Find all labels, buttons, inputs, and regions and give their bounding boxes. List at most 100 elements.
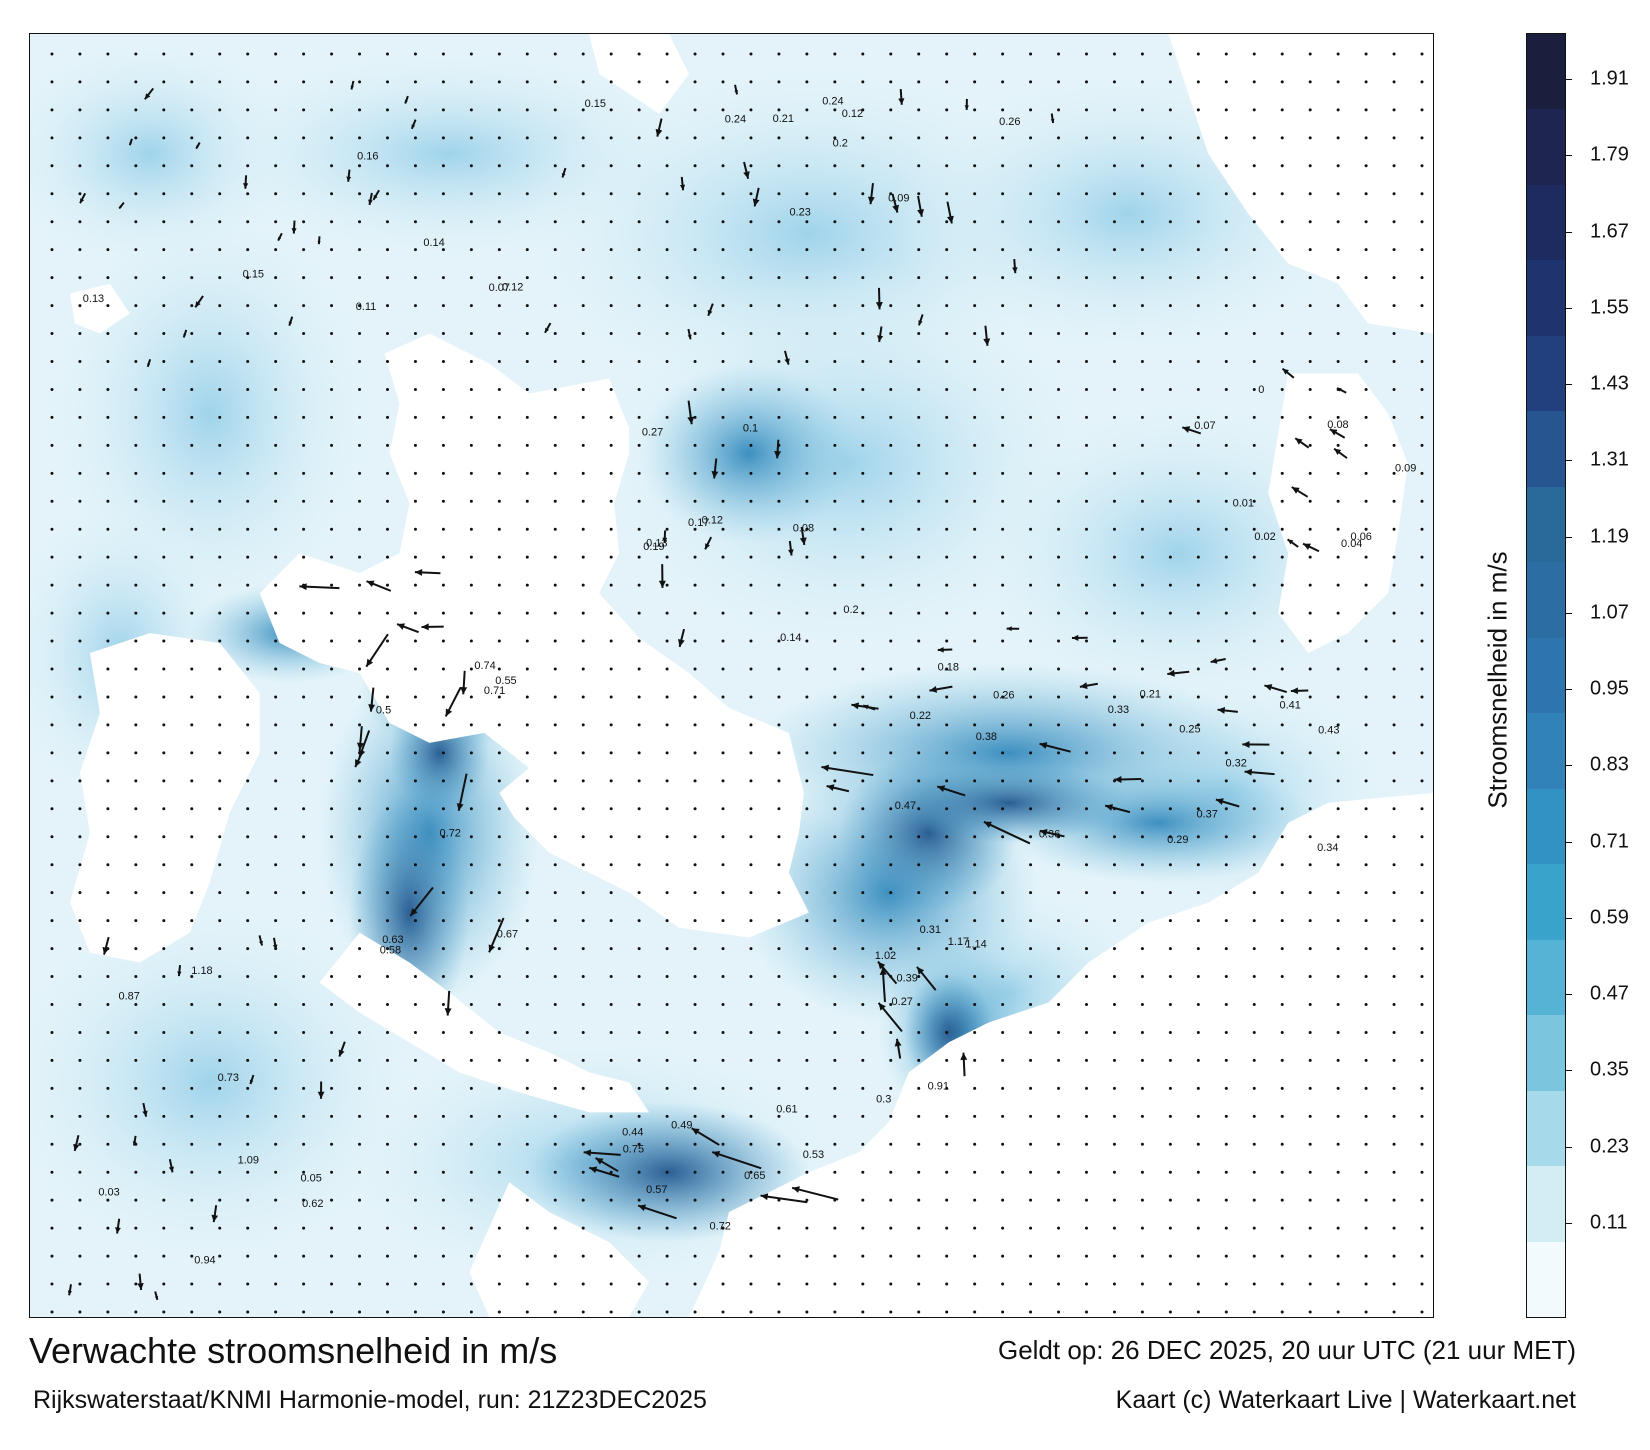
grid-dot [469,527,473,531]
grid-dot [693,1282,697,1286]
grid-dot [945,1282,949,1286]
grid-dot [385,443,389,447]
grid-dot [917,248,921,252]
grid-dot [693,276,697,280]
grid-dot [637,555,641,559]
arrow-head [288,321,293,326]
grid-dot [469,555,473,559]
grid-dot [1029,108,1033,112]
grid-dot [805,639,809,643]
grid-dot [1252,304,1256,308]
grid-dot [1224,192,1228,196]
grid-dot [1029,639,1033,643]
arrow-head [414,568,423,576]
grid-dot [1168,1142,1172,1146]
grid-dot [609,1226,613,1230]
grid-dot [665,835,669,839]
grid-dot [413,1170,417,1174]
grid-dot [302,1086,306,1090]
grid-dot [106,192,110,196]
grid-dot [917,415,921,419]
colorbar-tick-label: 0.83 [1590,753,1629,776]
current-arrow [877,960,898,985]
grid-dot [1029,611,1033,615]
grid-dot [1029,723,1033,727]
map-credit[interactable]: Kaart (c) Waterkaart Live | Waterkaart.n… [1115,1386,1576,1414]
current-arrow [115,1218,121,1234]
arrow-head [1167,669,1175,677]
grid-dot [469,1058,473,1062]
grid-dot [889,1254,893,1258]
arrow-head [73,1143,80,1151]
grid-dot [497,975,501,979]
grid-dot [1084,471,1088,475]
speed-value-label: 0.16 [357,150,378,162]
grid-dot [833,136,837,140]
grid-dot [134,555,138,559]
grid-dot [106,555,110,559]
grid-dot [609,248,613,252]
grid-dot [1336,583,1340,587]
grid-dot [805,1254,809,1258]
grid-dot [302,835,306,839]
grid-dot [1336,835,1340,839]
grid-dot [1280,1170,1284,1174]
grid-dot [385,332,389,336]
grid-dot [50,387,54,391]
grid-dot [1057,1310,1061,1314]
grid-dot [441,192,445,196]
grid-dot [330,611,334,615]
grid-dot [78,1254,82,1258]
grid-dot [246,667,250,671]
grid-dot [1112,611,1116,615]
grid-dot [106,1226,110,1230]
grid-dot [833,1086,837,1090]
grid-dot [805,1086,809,1090]
grid-dot [1196,583,1200,587]
grid-dot [441,555,445,559]
grid-dot [50,164,54,168]
grid-dot [497,1030,501,1034]
grid-dot [581,807,585,811]
grid-dot [274,807,278,811]
grid-dot [134,1086,138,1090]
grid-dot [1001,1254,1005,1258]
grid-dot [721,807,725,811]
grid-dot [1140,499,1144,503]
grid-dot [693,863,697,867]
grid-dot [106,1086,110,1090]
grid-dot [1196,192,1200,196]
grid-dot [1336,919,1340,923]
grid-dot [777,527,781,531]
current-speed-map[interactable]: 0.15 0.11 0.16 0.07 0.12 0.14 0.13 0.15 0.09 0.12… [29,33,1434,1318]
grid-dot [190,1254,194,1258]
grid-dot [274,1002,278,1006]
grid-dot [162,1226,166,1230]
grid-dot [469,975,473,979]
grid-dot [1112,276,1116,280]
grid-dot [1308,891,1312,895]
grid-dot [581,80,585,84]
grid-dot [1029,555,1033,559]
grid-dot [749,975,753,979]
speed-value-label: 0.1 [743,422,758,434]
grid-dot [1224,639,1228,643]
grid-dot [749,1030,753,1034]
grid-dot [609,835,613,839]
grid-dot [945,891,949,895]
grid-dot [1224,611,1228,615]
grid-dot [1252,332,1256,336]
grid-dot [1029,1282,1033,1286]
grid-dot [106,779,110,783]
grid-dot [1392,1254,1396,1258]
grid-dot [134,415,138,419]
grid-dot [330,555,334,559]
grid-dot [218,639,222,643]
grid-dot [162,108,166,112]
grid-dot [162,667,166,671]
grid-dot [1308,611,1312,615]
grid-dot [917,52,921,56]
grid-dot [1084,779,1088,783]
speed-value-label: 0.23 [789,206,810,218]
speed-value-label: 0.13 [83,293,104,305]
